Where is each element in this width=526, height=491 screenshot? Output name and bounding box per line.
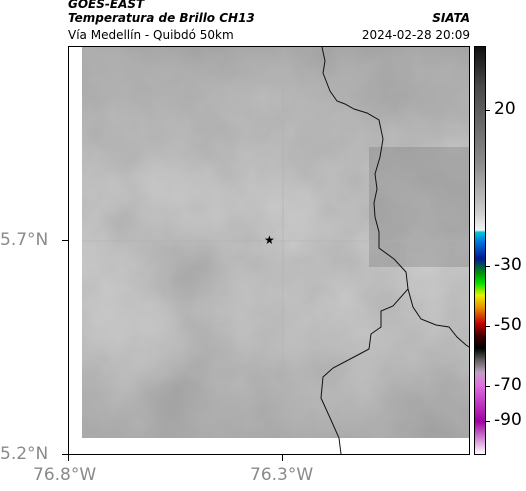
department-border [407,288,469,348]
lat-label-5-2n: 5.2°N [0,444,49,464]
satellite-map[interactable]: ★ [68,46,470,455]
coastline-border [320,47,409,454]
lon-tick-mark [282,455,283,461]
colorbar-tick-50: -50 [494,315,522,335]
lon-label-76-3w: 76.3°W [250,465,314,485]
highland-shade [369,147,469,267]
lat-label-5-7n: 5.7°N [0,230,49,250]
map-subtitle: Vía Medellín - Quibdó 50km [68,28,234,42]
satellite-name: GOES-EAST [68,0,145,11]
lon-tick-mark [68,455,69,461]
lat-tick-mark [62,240,68,241]
colorbar-tick-mark [486,110,490,111]
colorbar-tick-mark [486,421,490,422]
colorbar-tick-30: -30 [494,255,522,275]
lon-label-76-8w: 76.8°W [33,465,97,485]
timestamp-label: 2024-02-28 20:09 [361,28,470,42]
colorbar-tick-70: -70 [494,375,522,395]
colorbar [474,46,486,455]
colorbar-tick-mark [486,386,490,387]
lat-tick-mark [62,454,68,455]
colorbar-tick-90: -90 [494,410,522,430]
star-icon: ★ [264,233,275,247]
colorbar-tick-20: 20 [494,99,516,119]
colorbar-tick-mark [486,326,490,327]
colorbar-tick-mark [486,266,490,267]
map-title: Temperatura de Brillo CH13 [68,11,255,25]
imagery-shade [82,47,469,438]
organization-label: SIATA [432,11,470,25]
map-canvas: ★ [82,47,469,454]
